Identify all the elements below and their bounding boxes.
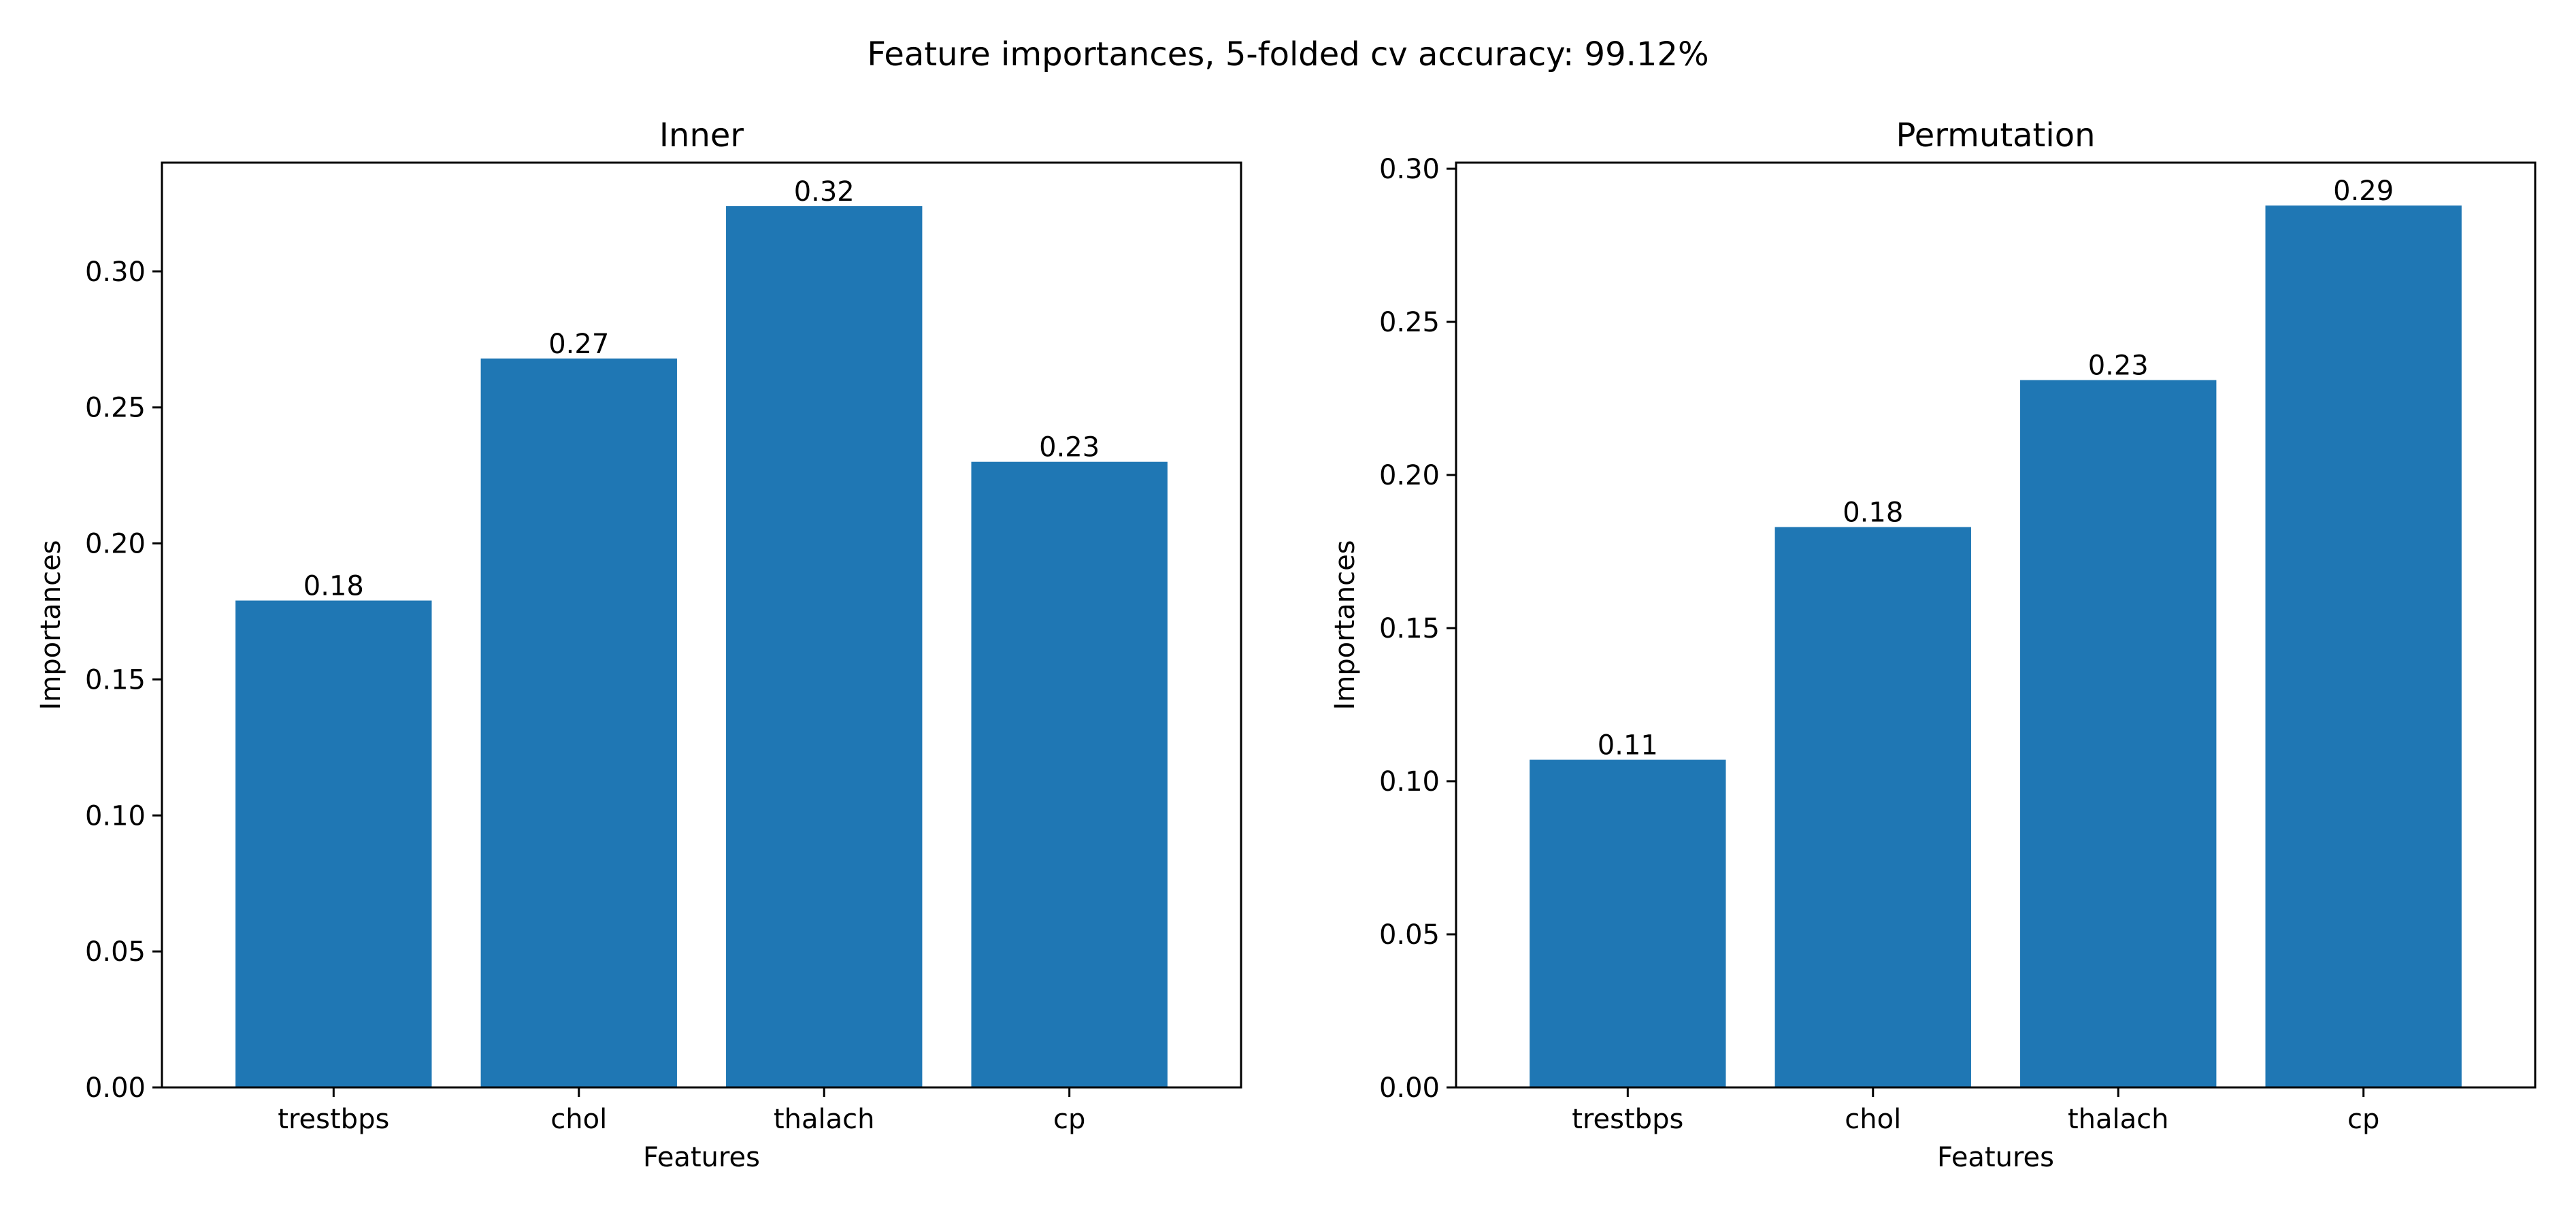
inner-x-axis-label: Features <box>643 1142 760 1173</box>
inner-axes-frame <box>161 161 1242 1089</box>
permutation-y-axis-label: Importances <box>1330 540 1361 710</box>
inner-xtick-label-chol: chol <box>550 1104 607 1135</box>
permutation-data-label-chol: 0.18 <box>1843 497 1903 529</box>
figure-title: Feature importances, 5-folded cv accurac… <box>867 35 1708 73</box>
inner-bar-chol <box>480 358 677 1087</box>
inner-y-axis-label: Importances <box>35 540 67 710</box>
permutation-chart-title: Permutation <box>1896 116 2095 154</box>
permutation-importance-chart: 0.11 0.18 0.23 0.29 0.00 0.05 0.10 0.15 0.20 0.25… <box>1330 116 2537 1173</box>
permutation-xtick-label-cp: cp <box>2347 1104 2379 1135</box>
permutation-data-label-trestbps: 0.11 <box>1598 730 1658 761</box>
inner-data-label-thalach: 0.32 <box>794 176 855 208</box>
inner-ytick-label: 0.25 <box>85 393 146 424</box>
permutation-bar-trestbps <box>1530 759 1726 1087</box>
permutation-data-label-cp: 0.29 <box>2333 176 2394 207</box>
permutation-ytick-label: 0.10 <box>1379 766 1440 798</box>
permutation-ytick-label: 0.30 <box>1379 154 1440 185</box>
inner-bar-trestbps <box>235 600 432 1087</box>
inner-data-label-trestbps: 0.18 <box>303 571 364 602</box>
permutation-xtick-label-thalach: thalach <box>2068 1104 2169 1135</box>
inner-ytick-label: 0.10 <box>85 800 146 832</box>
permutation-xtick-label-trestbps: trestbps <box>1572 1104 1683 1135</box>
permutation-xtick-label-chol: chol <box>1845 1104 1901 1135</box>
permutation-ytick-label: 0.20 <box>1379 460 1440 491</box>
inner-bar-cp <box>971 461 1168 1087</box>
permutation-bar-thalach <box>2020 380 2217 1087</box>
permutation-data-label-thalach: 0.23 <box>2088 350 2149 382</box>
inner-xtick-label-cp: cp <box>1053 1104 1085 1135</box>
inner-data-label-chol: 0.27 <box>548 329 609 360</box>
inner-ytick-label: 0.05 <box>85 936 146 968</box>
permutation-axes-frame <box>1455 161 2537 1089</box>
permutation-ytick-label: 0.05 <box>1379 919 1440 951</box>
inner-ytick-label: 0.20 <box>85 529 146 560</box>
inner-ytick-label: 0.00 <box>85 1072 146 1104</box>
inner-xtick-label-trestbps: trestbps <box>278 1104 389 1135</box>
inner-ytick-label: 0.30 <box>85 257 146 288</box>
permutation-ytick-label: 0.15 <box>1379 613 1440 644</box>
permutation-ytick-label: 0.25 <box>1379 307 1440 338</box>
inner-data-label-cp: 0.23 <box>1039 432 1100 463</box>
permutation-bar-chol <box>1774 527 1971 1087</box>
inner-bar-thalach <box>726 206 923 1088</box>
inner-chart-title: Inner <box>659 116 744 154</box>
permutation-x-axis-label: Features <box>1937 1142 2054 1173</box>
inner-importance-chart: 0.18 0.27 0.32 0.23 0.00 0.05 0.10 0.15 0.20 0.25… <box>35 116 1242 1173</box>
inner-ytick-label: 0.15 <box>85 664 146 695</box>
permutation-bar-cp <box>2265 206 2462 1087</box>
permutation-ytick-label: 0.00 <box>1379 1072 1440 1104</box>
inner-xtick-label-thalach: thalach <box>774 1104 875 1135</box>
